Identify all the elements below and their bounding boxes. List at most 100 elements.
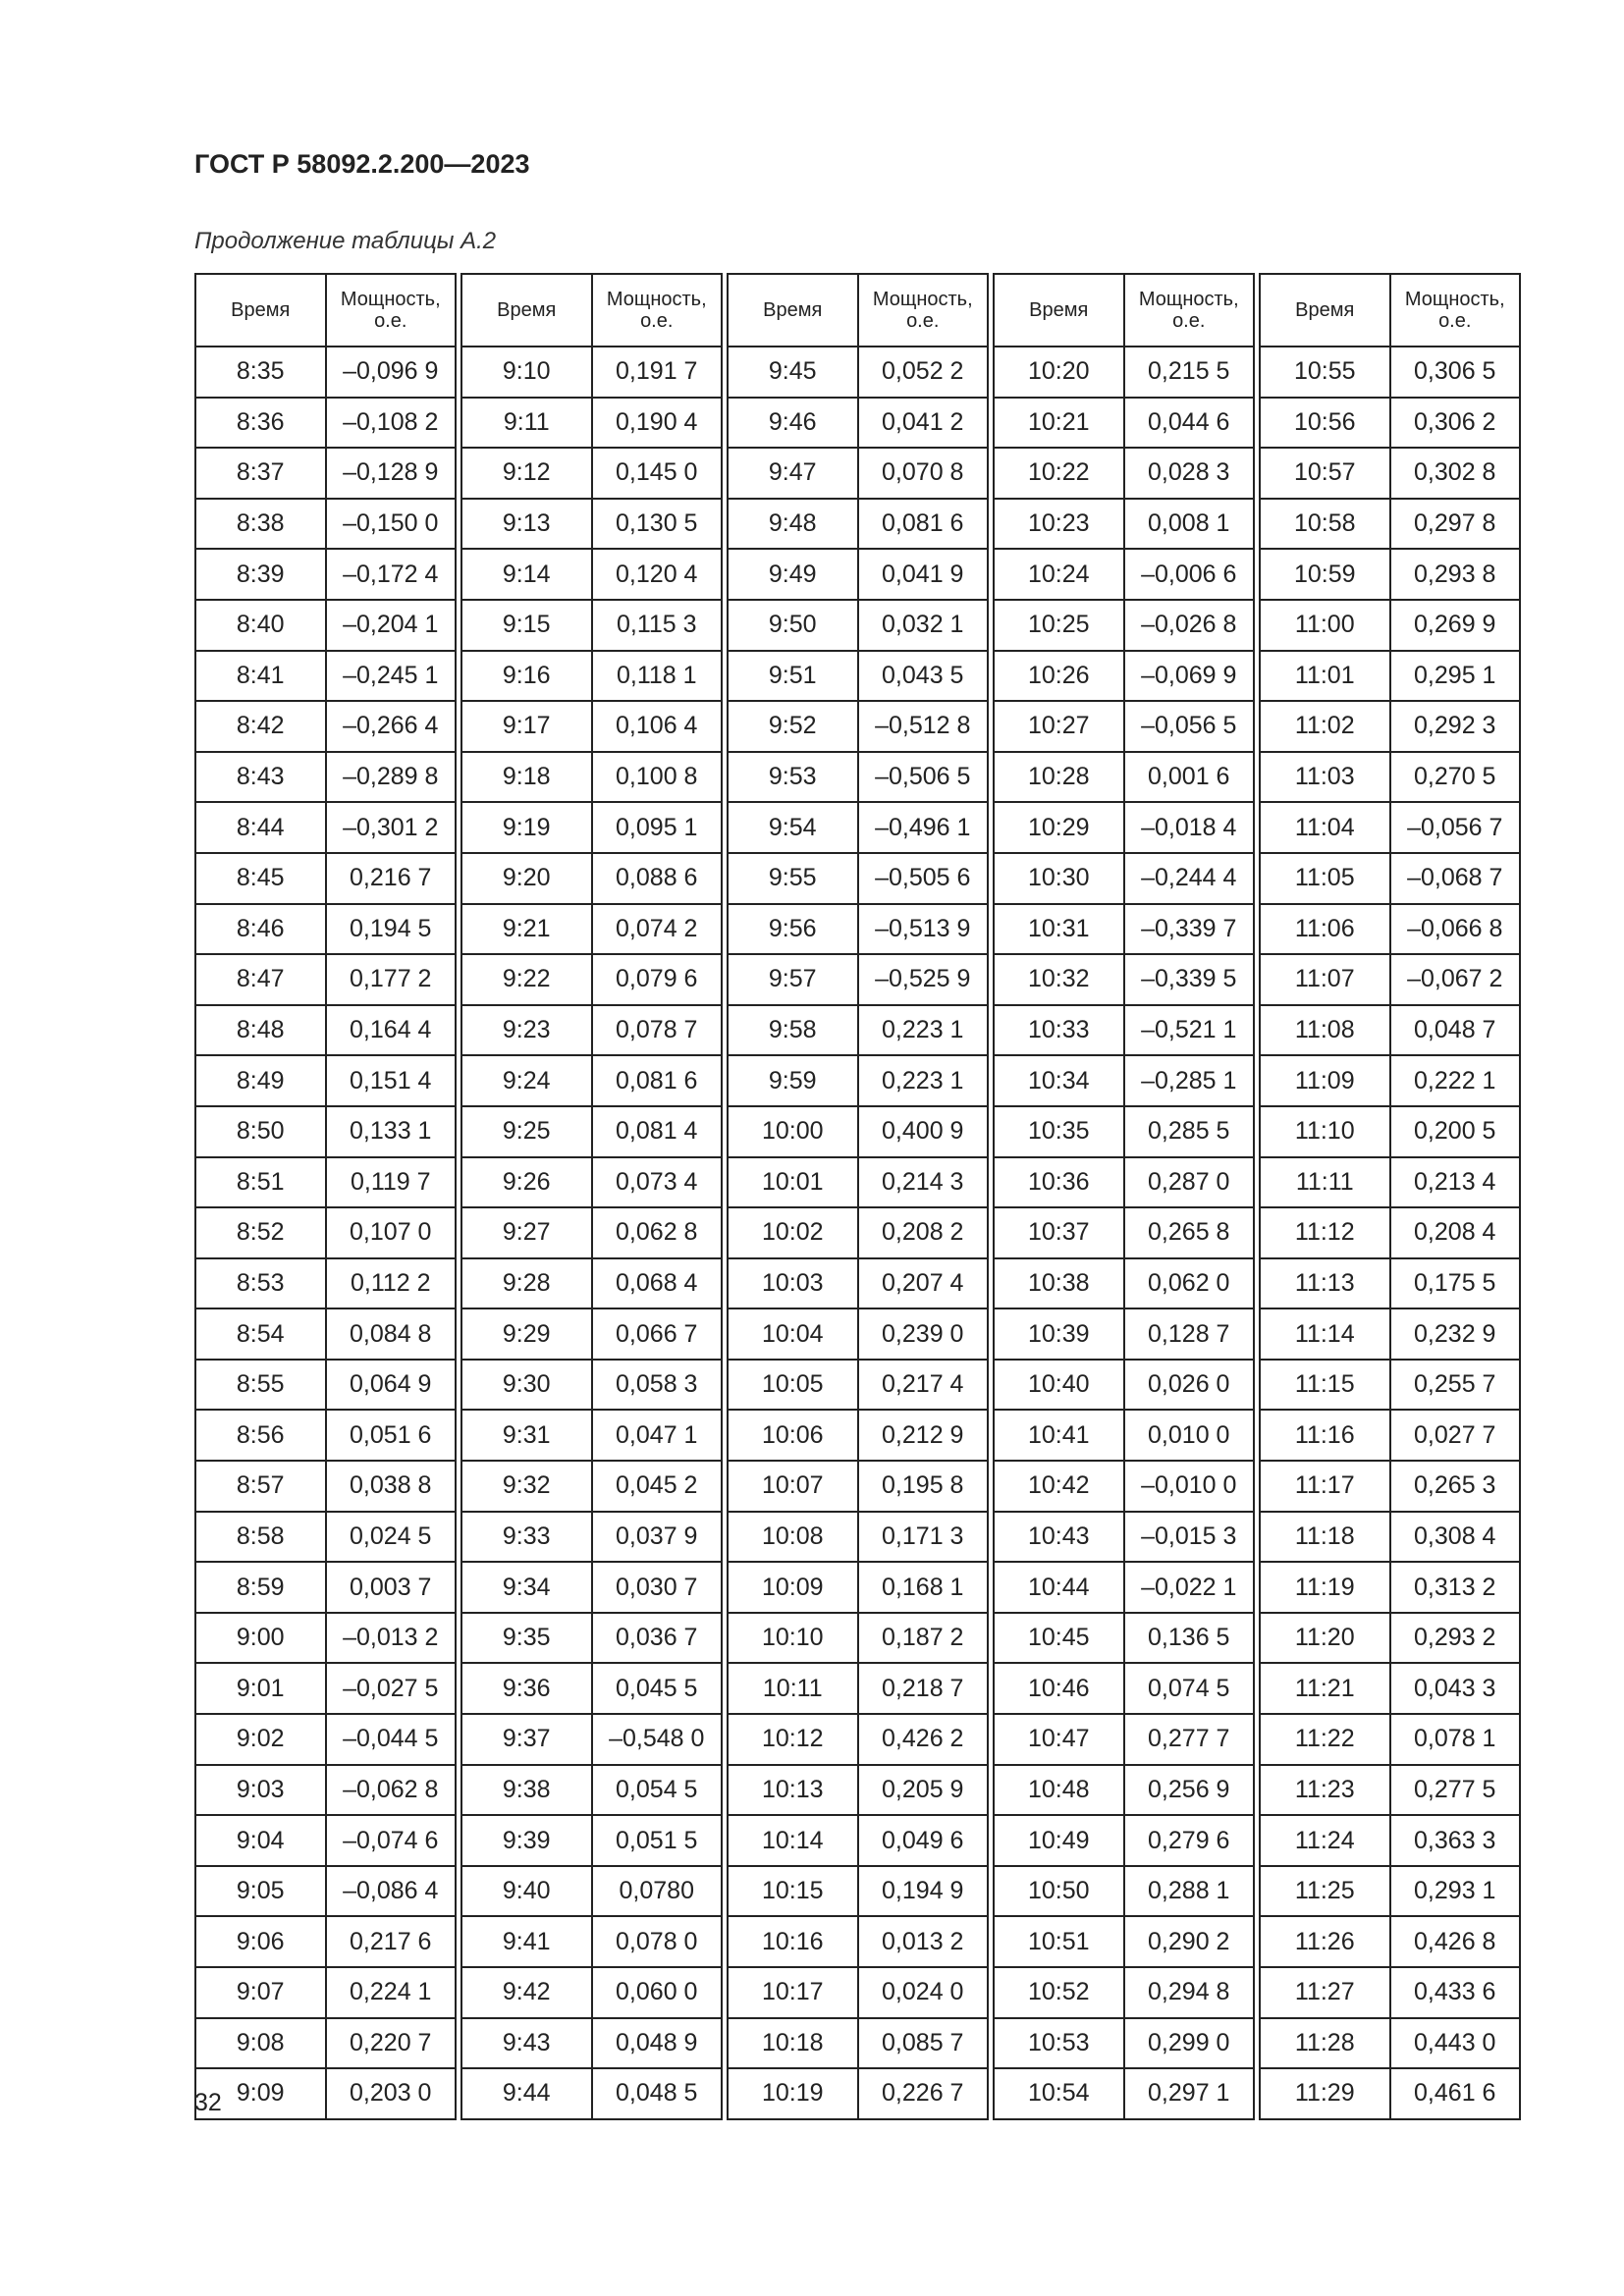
power-cell: 0,030 7 [590,1561,723,1614]
time-cell: 9:39 [460,1814,593,1867]
time-cell: 8:46 [194,902,327,956]
time-cell: 10:16 [727,1915,859,1968]
table-row: 9:20 0,088 6 [460,851,723,905]
table-row: 10:17 0,024 0 [727,1966,989,2019]
time-cell: 10:54 [993,2067,1125,2120]
time-cell: 11:02 [1259,700,1391,753]
power-cell: 0,217 4 [856,1358,989,1412]
time-cell: 8:40 [194,598,327,652]
power-cell: 0,287 0 [1122,1155,1255,1209]
power-cell: –0,496 1 [856,801,989,854]
table-row: 10:40 0,026 0 [993,1358,1255,1412]
power-cell: 0,265 3 [1388,1460,1521,1513]
table-row: 10:11 0,218 7 [727,1662,989,1716]
table-row: 10:25 –0,026 8 [993,598,1255,652]
power-cell: 0,297 8 [1388,497,1521,551]
time-cell: 8:49 [194,1054,327,1107]
power-cell: 0,043 5 [856,649,989,703]
table-row: 8:42 –0,266 4 [194,700,457,753]
time-cell: 10:31 [993,902,1125,956]
power-cell: 0,187 2 [856,1611,989,1665]
table-row: 9:23 0,078 7 [460,1003,723,1057]
time-cell: 9:20 [460,851,593,905]
header-row: Время Мощность, о.е. [993,273,1255,347]
power-cell: –0,068 7 [1388,851,1521,905]
power-cell: 0,294 8 [1122,1966,1255,2019]
time-cell: 9:04 [194,1814,327,1867]
power-cell: –0,512 8 [856,700,989,753]
time-cell: 10:48 [993,1763,1125,1817]
table-row: 8:44 –0,301 2 [194,801,457,854]
table-row: 11:11 0,213 4 [1259,1155,1521,1209]
table-row: 9:47 0,070 8 [727,447,989,500]
power-cell: 0,044 6 [1122,396,1255,450]
time-cell: 9:45 [727,346,859,399]
power-cell: –0,066 8 [1388,902,1521,956]
table-row: 10:42 –0,010 0 [993,1460,1255,1513]
time-cell: 9:49 [727,548,859,601]
time-cell: 10:51 [993,1915,1125,1968]
table-row: 11:17 0,265 3 [1259,1460,1521,1513]
power-cell: 0,215 5 [1122,346,1255,399]
table-row: 8:58 0,024 5 [194,1510,457,1564]
time-cell: 10:56 [1259,396,1391,450]
power-cell: 0,045 2 [590,1460,723,1513]
time-cell: 9:47 [727,447,859,500]
power-cell: –0,525 9 [856,953,989,1006]
time-cell: 9:03 [194,1763,327,1817]
header-time: Время [727,273,859,347]
table-row: 11:16 0,027 7 [1259,1409,1521,1463]
time-cell: 11:24 [1259,1814,1391,1867]
time-cell: 9:56 [727,902,859,956]
power-cell: 0,293 8 [1388,548,1521,601]
time-cell: 9:17 [460,700,593,753]
time-cell: 9:46 [727,396,859,450]
power-cell: –0,339 7 [1122,902,1255,956]
time-cell: 9:08 [194,2016,327,2070]
power-cell: 0,218 7 [856,1662,989,1716]
power-cell: 0,151 4 [324,1054,457,1107]
table-row: 11:24 0,363 3 [1259,1814,1521,1867]
power-cell: 0,426 2 [856,1713,989,1766]
power-cell: 0,205 9 [856,1763,989,1817]
power-cell: 0,081 4 [590,1104,723,1158]
time-cell: 10:06 [727,1409,859,1463]
time-cell: 10:02 [727,1206,859,1259]
table-row: 10:19 0,226 7 [727,2067,989,2120]
time-cell: 10:19 [727,2067,859,2120]
table-row: 10:45 0,136 5 [993,1611,1255,1665]
table-row: 11:03 0,270 5 [1259,750,1521,804]
table-row: 8:51 0,119 7 [194,1155,457,1209]
time-cell: 10:24 [993,548,1125,601]
time-cell: 10:22 [993,447,1125,500]
power-cell: 0,214 3 [856,1155,989,1209]
table-row: 10:10 0,187 2 [727,1611,989,1665]
table-row: 10:15 0,194 9 [727,1864,989,1918]
table-row: 8:54 0,084 8 [194,1308,457,1361]
power-cell: 0,313 2 [1388,1561,1521,1614]
power-cell: –0,506 5 [856,750,989,804]
table-row: 9:43 0,048 9 [460,2016,723,2070]
table-row: 9:55 –0,505 6 [727,851,989,905]
time-cell: 9:58 [727,1003,859,1057]
table-row: 9:39 0,051 5 [460,1814,723,1867]
power-cell: 0,037 9 [590,1510,723,1564]
power-cell: 0,223 1 [856,1054,989,1107]
time-cell: 9:24 [460,1054,593,1107]
power-cell: –0,015 3 [1122,1510,1255,1564]
power-cell: 0,220 7 [324,2016,457,2070]
power-cell: 0,003 7 [324,1561,457,1614]
table-row: 9:41 0,078 0 [460,1915,723,1968]
time-cell: 10:50 [993,1864,1125,1918]
time-cell: 8:37 [194,447,327,500]
time-cell: 9:14 [460,548,593,601]
time-cell: 10:35 [993,1104,1125,1158]
table-row: 10:43 –0,015 3 [993,1510,1255,1564]
table-row: 11:07 –0,067 2 [1259,953,1521,1006]
table-row: 9:34 0,030 7 [460,1561,723,1614]
power-cell: –0,044 5 [324,1713,457,1766]
power-cell: 0,306 5 [1388,346,1521,399]
power-cell: –0,013 2 [324,1611,457,1665]
header-power: Мощность, о.е. [590,273,723,347]
time-cell: 9:38 [460,1763,593,1817]
